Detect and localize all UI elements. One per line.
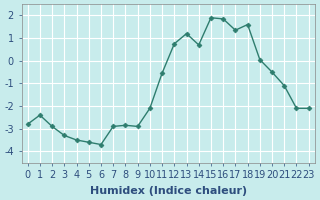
X-axis label: Humidex (Indice chaleur): Humidex (Indice chaleur): [90, 186, 247, 196]
